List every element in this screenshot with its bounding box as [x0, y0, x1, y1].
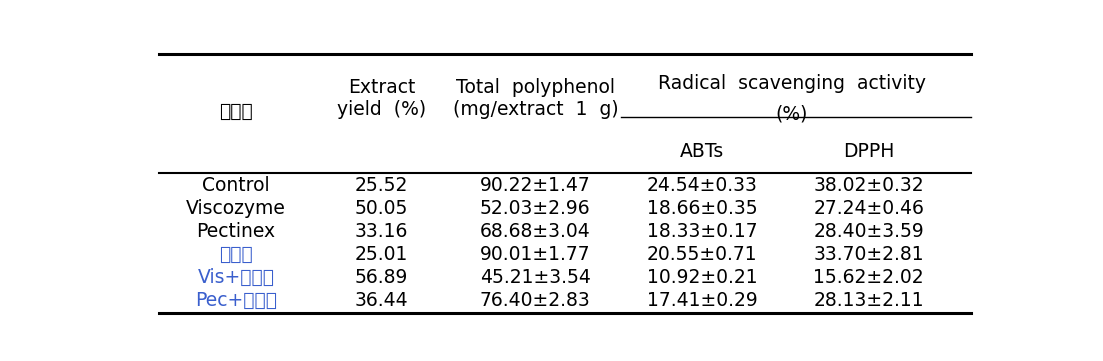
Text: 25.01: 25.01 — [355, 245, 408, 264]
Text: 24.54±0.33: 24.54±0.33 — [646, 176, 758, 195]
Text: ABTs: ABTs — [679, 142, 725, 161]
Text: Vis+초고압: Vis+초고압 — [197, 268, 275, 287]
Text: Radical  scavenging  activity: Radical scavenging activity — [657, 74, 925, 93]
Text: 38.02±0.32: 38.02±0.32 — [813, 176, 924, 195]
Text: Pec+초고압: Pec+초고압 — [195, 291, 277, 310]
Text: DPPH: DPPH — [843, 142, 895, 161]
Text: 28.40±3.59: 28.40±3.59 — [813, 222, 924, 241]
Text: 28.13±2.11: 28.13±2.11 — [813, 291, 924, 310]
Text: 33.16: 33.16 — [355, 222, 408, 241]
Text: (%): (%) — [775, 105, 808, 124]
Text: 25.52: 25.52 — [355, 176, 408, 195]
Text: 18.33±0.17: 18.33±0.17 — [646, 222, 758, 241]
Text: 18.66±0.35: 18.66±0.35 — [646, 199, 758, 218]
Text: Total  polyphenol
(mg/extract  1  g): Total polyphenol (mg/extract 1 g) — [452, 78, 618, 119]
Text: 곤드레: 곤드레 — [219, 102, 253, 121]
Text: 50.05: 50.05 — [355, 199, 408, 218]
Text: 52.03±2.96: 52.03±2.96 — [480, 199, 591, 218]
Text: 90.22±1.47: 90.22±1.47 — [480, 176, 591, 195]
Text: 15.62±2.02: 15.62±2.02 — [813, 268, 924, 287]
Text: 76.40±2.83: 76.40±2.83 — [480, 291, 591, 310]
Text: 90.01±1.77: 90.01±1.77 — [480, 245, 591, 264]
Text: Control: Control — [202, 176, 270, 195]
Text: 10.92±0.21: 10.92±0.21 — [646, 268, 758, 287]
Text: 초고압: 초고압 — [219, 245, 253, 264]
Text: 45.21±3.54: 45.21±3.54 — [480, 268, 591, 287]
Text: Pectinex: Pectinex — [196, 222, 276, 241]
Text: Viscozyme: Viscozyme — [186, 199, 286, 218]
Text: 33.70±2.81: 33.70±2.81 — [813, 245, 924, 264]
Text: 17.41±0.29: 17.41±0.29 — [646, 291, 758, 310]
Text: 68.68±3.04: 68.68±3.04 — [480, 222, 591, 241]
Text: Extract
yield  (%): Extract yield (%) — [336, 78, 426, 119]
Text: 36.44: 36.44 — [355, 291, 408, 310]
Text: 27.24±0.46: 27.24±0.46 — [813, 199, 924, 218]
Text: 56.89: 56.89 — [355, 268, 408, 287]
Text: 20.55±0.71: 20.55±0.71 — [646, 245, 758, 264]
